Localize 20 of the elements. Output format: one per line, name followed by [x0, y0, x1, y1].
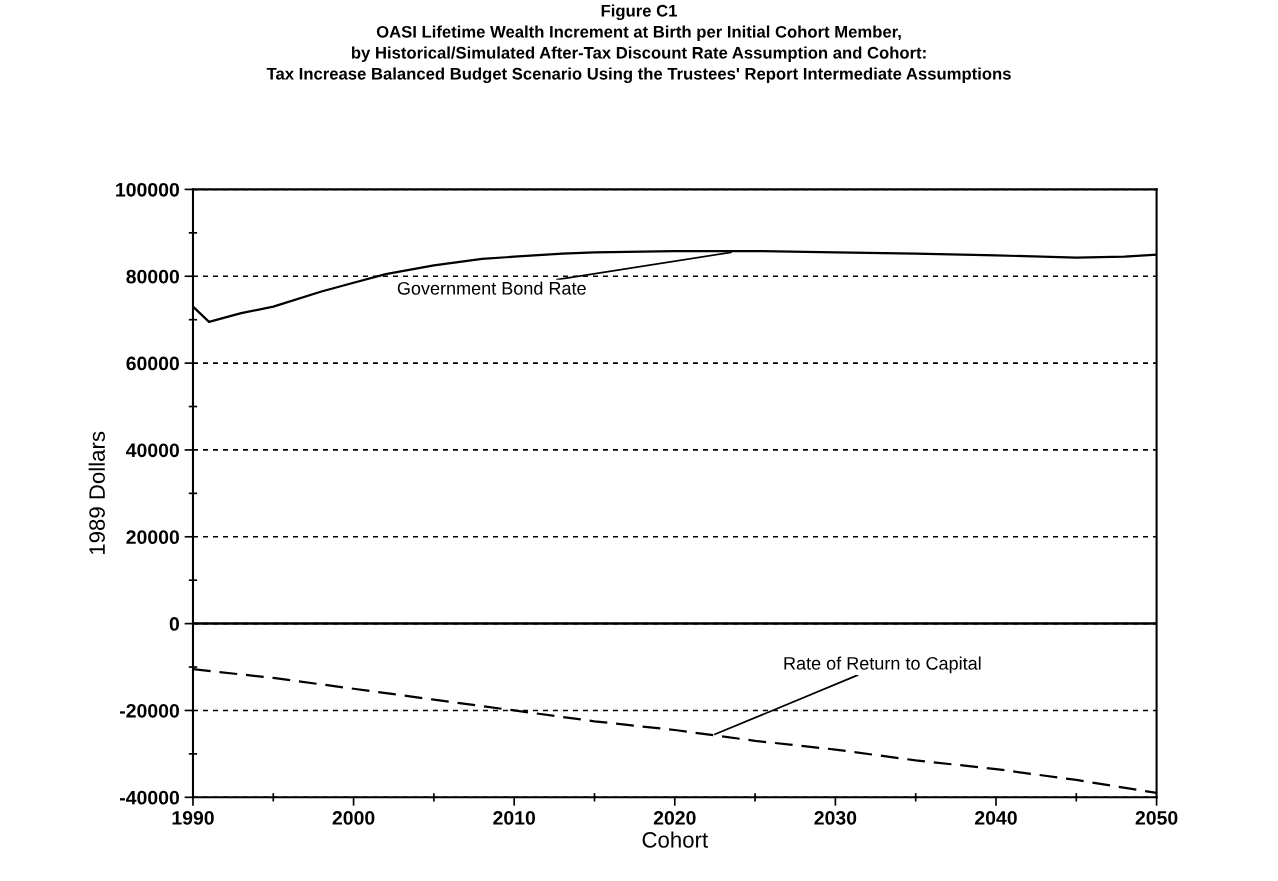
y-tick-label: 40000: [126, 443, 179, 458]
y-tick-label: 20000: [126, 530, 179, 545]
y-tick-label: -40000: [120, 790, 179, 805]
annotation: Government Bond Rate: [397, 281, 586, 295]
x-tick-label: 2020: [653, 811, 696, 825]
y-tick-label: 0: [169, 617, 179, 631]
y-tick-label: 60000: [126, 356, 179, 371]
x-tick-label: 2050: [1135, 811, 1178, 825]
y-axis-title: 1989 Dollars: [88, 431, 105, 555]
x-tick-label: 2000: [332, 811, 375, 825]
x-tick-label: 1990: [172, 811, 214, 825]
y-tick-label: -20000: [120, 703, 179, 718]
x-tick-label: 2040: [975, 811, 1017, 825]
chart-title: Figure C1 OASI Lifetime Wealth Increment at Birth per Initial Cohort Member, by Historical/Simulated After-Tax Discount Rate Assumption and Cohort: Tax Increase Balanced Budget Scenario Using the Trustees' Report Intermediate Assumptions: [266, 4, 1011, 83]
y-tick-label: 80000: [126, 269, 179, 284]
y-tick-label: 100000: [116, 182, 179, 197]
x-axis-title: Cohort: [642, 831, 708, 848]
x-tick-label: 2010: [493, 811, 536, 825]
annotation: Rate of Return to Capital: [784, 656, 981, 674]
x-tick-label: 2030: [814, 811, 857, 825]
